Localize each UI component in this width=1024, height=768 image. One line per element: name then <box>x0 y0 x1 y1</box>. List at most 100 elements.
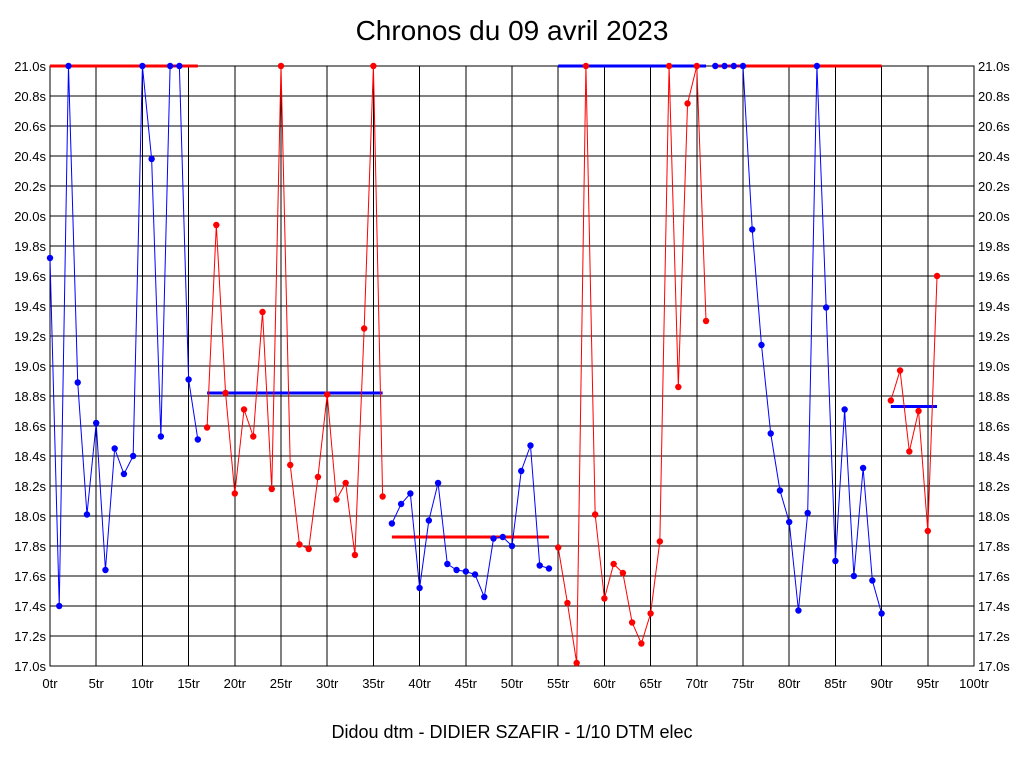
data-point <box>120 470 128 478</box>
data-point <box>129 452 137 460</box>
data-point <box>194 436 202 443</box>
y-tick-label-right: 19.4s <box>978 299 1010 314</box>
y-tick-label-right: 19.6s <box>978 269 1010 284</box>
data-point <box>157 433 165 440</box>
data-point <box>176 62 183 70</box>
x-tick-label: 100tr <box>959 676 989 691</box>
axes <box>49 65 975 667</box>
data-point <box>591 511 599 518</box>
series-line-2 <box>206 65 384 556</box>
data-point <box>499 533 506 541</box>
data-point <box>305 545 312 553</box>
data-point <box>425 517 433 524</box>
data-point <box>804 509 811 517</box>
data-point <box>471 571 479 578</box>
data-point <box>139 62 146 70</box>
y-tick-label-right: 18.0s <box>978 509 1010 524</box>
data-point <box>665 62 673 70</box>
x-tick-label: 0tr <box>42 676 58 691</box>
tick-labels: 0tr 5tr 10tr 15tr 20tr 25tr 30tr 35tr 40tr 45tr 50… <box>14 59 1010 691</box>
data-point <box>859 464 867 472</box>
y-tick-label-right: 20.6s <box>978 119 1010 134</box>
data-point <box>83 511 91 518</box>
data-point <box>370 62 377 70</box>
x-tick-label: 10tr <box>131 676 154 691</box>
data-points <box>46 62 941 667</box>
data-point <box>758 341 765 349</box>
data-point <box>813 62 821 70</box>
data-point <box>518 467 525 475</box>
data-point <box>730 62 737 70</box>
x-tick-label: 5tr <box>89 676 105 691</box>
data-point <box>268 485 275 493</box>
data-point <box>222 389 229 397</box>
data-point <box>93 419 100 427</box>
y-tick-label-right: 17.2s <box>978 629 1010 644</box>
x-tick-label: 35tr <box>362 676 385 691</box>
y-tick-label-right: 19.0s <box>978 359 1010 374</box>
data-point <box>573 659 580 667</box>
chart-x-axis-label: Didou dtm - DIDIER SZAFIR - 1/10 DTM ele… <box>331 722 693 742</box>
y-tick-label-left: 19.0s <box>14 359 46 374</box>
y-tick-label-right: 17.8s <box>978 539 1010 554</box>
series-line-3 <box>391 445 550 599</box>
x-tick-label: 55tr <box>547 676 570 691</box>
y-tick-label-right: 20.8s <box>978 89 1010 104</box>
x-tick-label: 50tr <box>501 676 524 691</box>
x-tick-label: 60tr <box>593 676 616 691</box>
y-tick-label-left: 18.4s <box>14 449 46 464</box>
data-point <box>397 500 405 508</box>
data-point <box>601 595 608 602</box>
x-tick-label: 30tr <box>316 676 339 691</box>
x-tick-label: 85tr <box>824 676 847 691</box>
y-tick-label-right: 20.4s <box>978 149 1010 164</box>
data-point <box>887 397 895 404</box>
y-tick-label-left: 21.0s <box>14 59 46 74</box>
y-tick-label-right: 17.6s <box>978 569 1010 584</box>
data-point <box>481 593 488 601</box>
data-point <box>453 566 460 574</box>
data-point <box>693 62 700 70</box>
data-point <box>148 155 155 163</box>
data-point <box>324 391 331 398</box>
data-point <box>213 221 220 229</box>
y-tick-label-right: 17.4s <box>978 599 1010 614</box>
data-point <box>379 493 386 500</box>
y-tick-label-left: 17.2s <box>14 629 46 644</box>
data-point <box>74 379 81 386</box>
x-tick-label: 70tr <box>686 676 709 691</box>
data-point <box>832 557 839 565</box>
chart-title: Chronos du 09 avril 2023 <box>355 15 669 46</box>
data-point <box>250 433 257 440</box>
y-tick-label-left: 18.8s <box>14 389 46 404</box>
data-point <box>46 254 54 262</box>
x-tick-label: 40tr <box>408 676 431 691</box>
data-point <box>776 487 784 494</box>
data-point <box>628 619 636 626</box>
data-point <box>351 551 359 559</box>
data-point <box>767 430 774 437</box>
data-point <box>536 562 543 569</box>
x-tick-label: 95tr <box>917 676 940 691</box>
y-tick-label-right: 19.8s <box>978 239 1010 254</box>
y-tick-label-right: 20.2s <box>978 179 1010 194</box>
x-tick-label: 90tr <box>870 676 893 691</box>
data-point <box>555 544 562 551</box>
data-point <box>896 367 904 374</box>
data-point <box>869 577 876 584</box>
data-point <box>416 584 423 592</box>
y-tick-label-left: 19.2s <box>14 329 46 344</box>
y-tick-label-right: 21.0s <box>978 59 1010 74</box>
x-tick-label: 80tr <box>778 676 801 691</box>
y-tick-label-right: 17.0s <box>978 659 1010 674</box>
data-point <box>296 541 303 548</box>
x-tick-label: 15tr <box>177 676 200 691</box>
y-tick-label-right: 18.4s <box>978 449 1010 464</box>
data-point <box>56 602 63 610</box>
data-point <box>185 376 192 383</box>
y-tick-label-left: 18.2s <box>14 479 46 494</box>
y-tick-label-left: 20.2s <box>14 179 46 194</box>
data-point <box>259 308 266 316</box>
data-point <box>647 610 654 617</box>
data-point <box>231 490 238 497</box>
